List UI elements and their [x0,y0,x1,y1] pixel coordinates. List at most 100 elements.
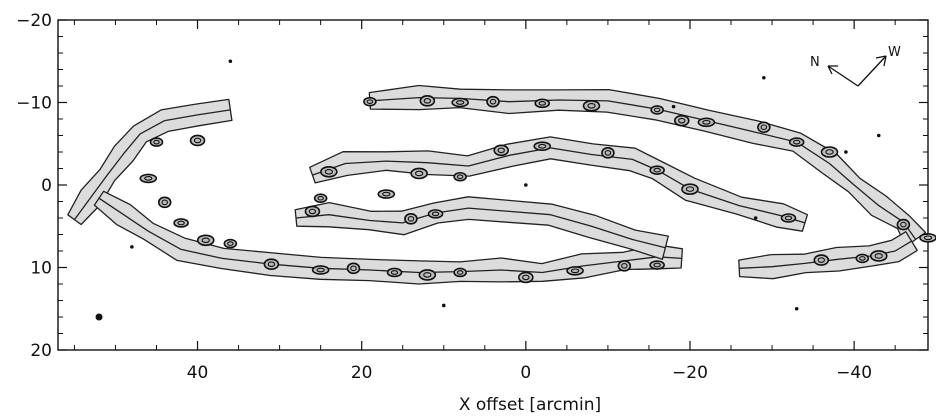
point-source [876,133,881,138]
emission-knot-core [431,211,440,217]
emission-knot [617,260,632,272]
emission-knot-core [324,169,333,175]
emission-knot [493,144,510,157]
point-source [95,313,103,321]
emission-knot-core [390,270,399,275]
emission-knot [404,213,418,225]
emission-knot [363,96,377,107]
emission-knot [533,141,552,152]
emission-knot [534,98,551,109]
emission-knot-core [382,191,391,197]
inner-ring-south [294,196,669,260]
emission-knot-core [900,221,907,228]
emission-knot [196,234,215,247]
point-source [228,59,233,64]
emission-knot [566,265,584,276]
emission-knot-core [859,256,866,261]
emission-knot-core [144,176,153,181]
emission-knot-core [685,186,695,192]
outer-ring-east-arm-inner-contour [739,240,912,269]
emission-knot [855,253,870,264]
emission-knot [311,265,330,275]
emission-knot-core [177,220,185,226]
emission-knot [157,196,172,209]
outer-ring-west-arm [67,98,233,226]
emission-knot-core [414,170,424,177]
emission-knot-core [316,267,325,273]
emission-knot-core [423,272,432,278]
emission-knot [139,173,158,184]
outer-ring-east-arm [738,231,918,280]
emission-knot-core [604,150,612,156]
point-source [753,216,758,220]
emission-knot-core [456,270,464,275]
y-tick-label: 20 [30,341,52,361]
emission-knot [451,97,469,108]
emission-knot [518,271,534,284]
emission-knot [346,262,361,275]
emission-knot-core [522,274,530,281]
emission-knot [650,105,664,115]
emission-knot-core [792,139,801,145]
point-sources [95,59,881,321]
emission-knot-core [678,117,686,124]
emission-knot [377,189,396,199]
ring-contours [67,84,927,285]
inner-ring [309,136,809,232]
emission-knot-core [456,100,465,105]
emission-knot [263,258,280,271]
compass-rose: NW [810,45,901,87]
emission-knot-core [653,167,661,173]
inner-ring-south-inner-contour [295,207,666,249]
compass-west-label: W [888,45,901,60]
emission-knot-core [456,174,464,180]
emission-knot [427,209,444,219]
emission-knot-core [784,215,793,221]
point-source [844,150,848,154]
y-tick-label: 10 [30,259,52,279]
emission-knot-core [407,216,415,222]
emission-knot [697,117,716,128]
x-tick-label: −40 [836,363,872,383]
emission-knot [649,260,665,270]
x-tick-label: −20 [672,363,708,383]
emission-knot-core [587,103,596,109]
plot-border [57,19,929,351]
emission-knot-core [923,235,933,241]
x-tick-label: 40 [187,363,209,383]
emission-knot-core [621,263,628,269]
emission-knot-core [317,195,324,201]
point-source [671,104,676,109]
point-source [794,306,799,311]
emission-knot [582,100,601,112]
emission-knot-core [570,268,580,274]
emission-knot [386,267,403,278]
emission-knot [320,166,338,178]
emission-knot [223,238,238,249]
y-tick-label: 0 [41,176,52,196]
emission-knot-core [538,100,546,106]
emission-knot-core [653,262,661,268]
emission-knot [788,137,805,147]
emission-knot-core [760,124,768,131]
emission-knot-core [874,253,883,259]
emission-knot [149,137,164,147]
emission-knot-core [308,208,317,215]
emission-knot [919,233,936,243]
x-axis-label: X offset [arcmin] [459,395,601,415]
compass-north-arrow [827,65,859,87]
emission-knot-core [193,137,202,144]
emission-knot-core [227,241,234,246]
emission-knot [304,205,321,218]
emission-knot [780,213,797,223]
emission-knot-core [825,149,834,155]
emission-knot [896,218,911,231]
emission-knot-core [161,199,168,206]
compass-north-label: N [810,55,820,70]
emission-knot-core [702,119,711,125]
y-tick-label: −10 [16,94,52,114]
compass-west-arrowhead [875,55,887,67]
emission-knot [673,114,690,127]
y-tick-label: −20 [16,11,52,31]
emission-knot-core [201,237,210,244]
